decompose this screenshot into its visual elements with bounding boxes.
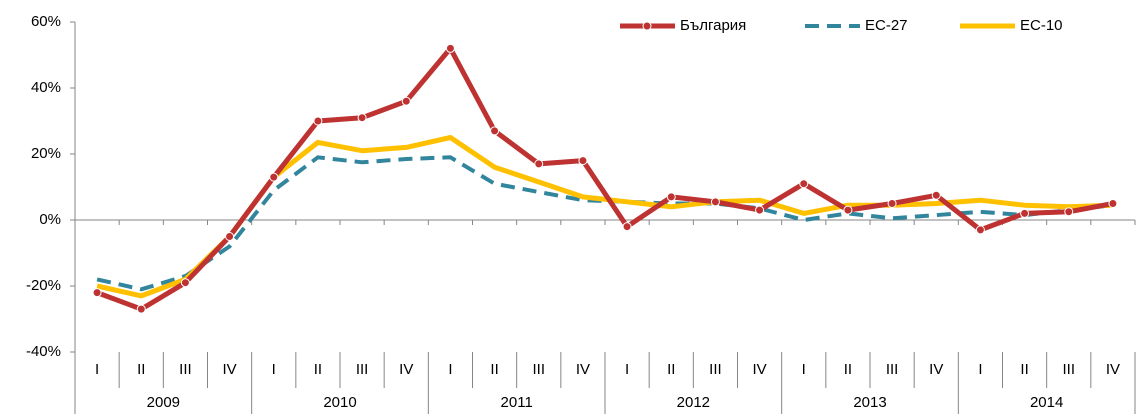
legend-label: България [680,17,746,34]
x-tick-label: IV [752,361,766,378]
series-marker [1020,208,1030,218]
series-marker [975,225,985,235]
y-tick-label: 40% [31,79,61,96]
x-tick-label: II [1020,361,1028,378]
x-tick-label: II [137,361,145,378]
x-tick-label: IV [929,361,943,378]
legend-label: ЕС-10 [1020,17,1063,34]
y-tick-label: 20% [31,145,61,162]
x-tick-label: IV [576,361,590,378]
x-tick-label: I [625,361,629,378]
x-tick-label: III [356,361,369,378]
series-marker [578,156,588,166]
x-tick-label: I [448,361,452,378]
series-marker [534,159,544,169]
series-marker [401,96,411,106]
x-tick-label: III [1062,361,1075,378]
series-marker [843,205,853,215]
legend-marker [642,21,652,31]
series-marker [225,232,235,241]
x-tick-label: I [802,361,806,378]
x-tick-label: II [490,361,498,378]
series-marker [710,197,720,207]
year-label: 2013 [853,394,886,411]
y-tick-label: 0% [39,211,61,228]
series-line [96,45,1114,312]
x-tick-label: II [844,361,852,378]
year-label: 2009 [147,394,180,411]
series-marker [799,179,809,189]
series-marker [1064,207,1074,217]
series-marker [622,222,632,232]
series-marker [445,43,455,53]
series-marker [357,113,367,123]
legend-label: ЕС-27 [865,17,908,34]
y-tick-label: -40% [26,343,61,360]
x-tick-label: I [978,361,982,378]
series-line [96,155,1114,292]
series-marker [931,190,941,200]
series-marker [755,205,765,215]
year-label: 2011 [501,394,533,411]
x-tick-label: III [532,361,545,378]
x-tick-label: II [667,361,675,378]
year-label: 2014 [1030,394,1063,411]
series-marker [490,126,500,136]
series-marker [92,288,102,298]
year-label: 2012 [677,394,710,411]
x-tick-label: III [709,361,722,378]
x-tick-label: I [272,361,276,378]
x-tick-label: IV [222,361,236,378]
x-tick-label: II [314,361,322,378]
x-tick-label: III [886,361,899,378]
series-marker [180,278,190,288]
series-marker [136,304,146,314]
series-marker [1108,199,1118,208]
x-tick-label: III [179,361,192,378]
y-tick-label: 60% [31,13,61,30]
year-label: 2010 [323,394,356,411]
series-marker [313,116,323,126]
series-marker [887,199,897,208]
y-tick-label: -20% [26,277,61,294]
series-marker [269,172,279,182]
series-marker [666,192,676,202]
x-tick-label: IV [399,361,413,378]
x-tick-label: I [95,361,99,378]
x-tick-label: IV [1106,361,1120,378]
